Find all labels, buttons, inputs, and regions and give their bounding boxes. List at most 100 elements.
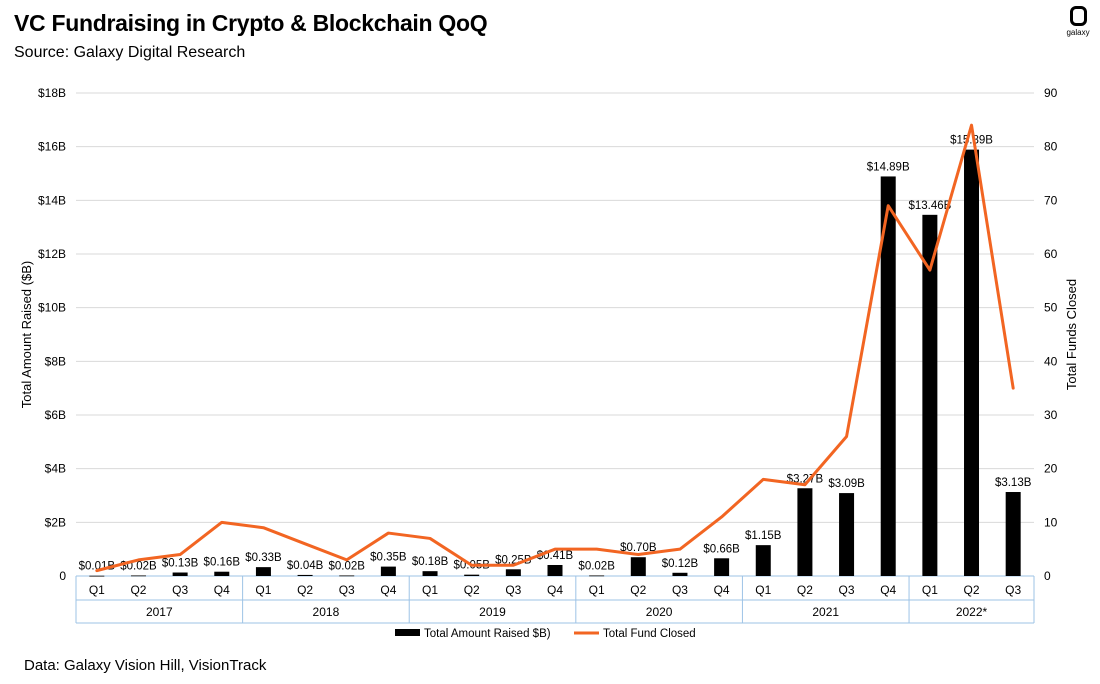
x-tick-label-quarter: Q2: [130, 583, 146, 597]
x-tick-label-quarter: Q4: [380, 583, 396, 597]
bar: [630, 557, 646, 576]
y-right-tick-label: 60: [1044, 247, 1058, 261]
bar: [880, 176, 896, 576]
line-point: [803, 483, 807, 486]
bar: [547, 564, 563, 576]
y-left-tick-label: $8B: [45, 354, 66, 368]
bar-data-label: $0.25B: [495, 554, 532, 566]
x-tick-label-quarter: Q3: [339, 583, 355, 597]
bar: [964, 149, 980, 576]
legend-swatch-bars: [395, 629, 420, 636]
y-right-tick-label: 50: [1044, 301, 1058, 315]
legend-label-bars: Total Amount Raised $B): [424, 628, 551, 640]
x-tick-label-quarter: Q3: [505, 583, 521, 597]
x-tick-label-quarter: Q1: [755, 583, 771, 597]
line-point: [720, 515, 723, 519]
y-right-tick-label: 20: [1044, 462, 1058, 476]
y-left-tick-label: 0: [59, 569, 66, 583]
x-tick-label-quarter: Q4: [547, 583, 563, 597]
y-right-tick-label: 90: [1044, 86, 1058, 100]
bar: [297, 574, 313, 576]
bar: [89, 575, 105, 577]
bar: [339, 575, 355, 577]
bar-data-label: $0.35B: [370, 552, 407, 564]
bar: [172, 572, 188, 576]
line-point: [345, 558, 348, 562]
x-tick-label-quarter: Q2: [297, 583, 313, 597]
x-tick-label-quarter: Q1: [255, 583, 271, 597]
bar: [672, 572, 688, 576]
line-point: [303, 542, 307, 545]
line-point: [887, 204, 890, 207]
y-left-tick-label: $10B: [38, 301, 66, 315]
y-right-tick-label: 80: [1044, 140, 1058, 154]
line-point: [928, 268, 932, 272]
y-right-tick-label: 10: [1044, 515, 1058, 529]
y-right-axis-title: Total Funds Closed: [1064, 279, 1079, 390]
line-point: [512, 564, 515, 567]
bar: [589, 575, 605, 577]
y-left-tick-label: $4B: [45, 462, 66, 476]
y-left-axis-title: Total Amount Raised ($B): [19, 261, 34, 408]
line-point: [678, 547, 682, 551]
x-tick-label-quarter: Q1: [589, 583, 605, 597]
y-right-tick-label: 0: [1044, 569, 1051, 583]
x-tick-label-quarter: Q3: [839, 583, 855, 597]
x-tick-label-quarter: Q3: [172, 583, 188, 597]
line-point: [95, 569, 99, 572]
bar-data-label: $0.12B: [662, 558, 699, 570]
x-tick-label-quarter: Q4: [714, 583, 730, 597]
bar-data-label: $13.46B: [908, 200, 951, 212]
x-group-label-year: 2018: [313, 605, 340, 619]
bar-data-label: $3.09B: [828, 478, 865, 490]
bar: [380, 566, 396, 576]
y-right-tick-label: 70: [1044, 193, 1058, 207]
bar: [714, 558, 730, 576]
bar-data-label: $0.33B: [245, 552, 282, 564]
y-left-tick-label: $14B: [38, 193, 66, 207]
x-tick-label-quarter: Q4: [880, 583, 896, 597]
line-point: [220, 521, 223, 524]
x-tick-label-quarter: Q4: [214, 583, 230, 597]
x-tick-label-quarter: Q1: [422, 583, 438, 597]
bar-data-label: $0.02B: [329, 560, 366, 572]
bar-data-label: $0.13B: [162, 558, 199, 570]
bar: [130, 575, 146, 577]
line-series-total-fund-closed: [95, 123, 1015, 573]
y-left-tick-label: $16B: [38, 140, 66, 154]
line-point: [262, 526, 265, 529]
x-tick-label-quarter: Q3: [1005, 583, 1021, 597]
x-tick-label-quarter: Q1: [89, 583, 105, 597]
bar-data-label: $3.13B: [995, 477, 1032, 489]
bar: [505, 569, 521, 576]
bar-data-label: $0.41B: [537, 550, 574, 562]
bar: [797, 488, 813, 576]
bar: [839, 493, 855, 576]
y-right-tick-label: 40: [1044, 354, 1058, 368]
line-point: [970, 124, 973, 127]
x-group-label-year: 2019: [479, 605, 506, 619]
bar: [422, 571, 438, 576]
line-point: [595, 547, 598, 551]
bar: [1005, 492, 1021, 576]
chart-title: VC Fundraising in Crypto & Blockchain Qo…: [14, 10, 488, 36]
bar-data-label: $0.16B: [204, 557, 241, 569]
bar-data-label: $0.70B: [620, 542, 657, 554]
x-tick-label-quarter: Q2: [797, 583, 813, 597]
line-point: [553, 547, 557, 551]
x-group-label-year: 2022*: [956, 605, 988, 619]
line-point: [637, 553, 640, 556]
x-group-label-year: 2017: [146, 605, 173, 619]
line-point: [762, 478, 765, 481]
line-point: [137, 558, 140, 562]
y-left-tick-label: $6B: [45, 408, 66, 422]
bar: [255, 567, 271, 576]
x-tick-label-quarter: Q2: [964, 583, 980, 597]
bar-data-label: $15.89B: [950, 135, 993, 147]
bar: [755, 545, 771, 576]
galaxy-logo-icon: [1069, 6, 1087, 26]
bar-data-label: $1.15B: [745, 530, 782, 542]
bar-data-label: $0.02B: [578, 560, 615, 572]
y-left-tick-label: $12B: [38, 247, 66, 261]
